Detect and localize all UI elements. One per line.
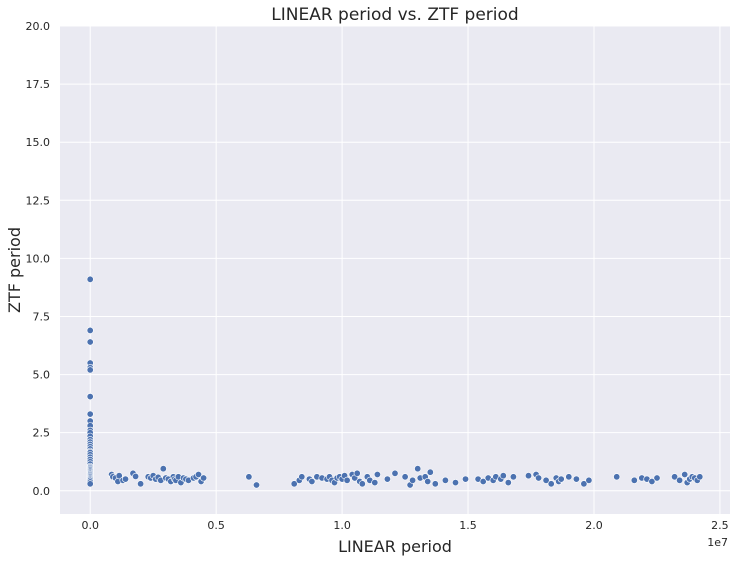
- data-point: [290, 480, 298, 488]
- data-point: [630, 476, 638, 484]
- data-point: [159, 465, 167, 473]
- data-point: [509, 473, 517, 481]
- data-point: [585, 476, 593, 484]
- data-point: [200, 474, 208, 482]
- x-tick-label: 1.5: [459, 519, 477, 532]
- data-point: [499, 472, 507, 480]
- data-point: [426, 468, 434, 476]
- data-points: [86, 275, 704, 489]
- data-point: [671, 473, 679, 481]
- data-point: [613, 473, 621, 481]
- data-point: [504, 479, 512, 487]
- data-point: [391, 469, 399, 477]
- y-axis-label: ZTF period: [5, 227, 24, 313]
- x-offset-label: 1e7: [707, 536, 728, 549]
- x-tick-labels: 0.0 0.5 1.0 1.5 2.0 2.5: [81, 519, 728, 532]
- y-tick-label: 0.0: [33, 485, 51, 498]
- data-point: [383, 475, 391, 483]
- chart-title: LINEAR period vs. ZTF period: [271, 5, 518, 25]
- data-point: [648, 477, 656, 485]
- data-point: [371, 479, 379, 487]
- data-point: [195, 470, 203, 478]
- data-point: [358, 480, 366, 488]
- x-axis-label: LINEAR period: [338, 537, 452, 556]
- y-tick-label: 20.0: [26, 20, 51, 33]
- data-point: [424, 477, 432, 485]
- y-tick-labels: 0.0 2.5 5.0 7.5 10.0 12.5 15.0 17.5 20.0: [26, 20, 51, 498]
- data-point: [308, 477, 316, 485]
- data-point: [86, 410, 94, 418]
- data-point: [298, 473, 306, 481]
- data-point: [343, 476, 351, 484]
- y-tick-label: 10.0: [26, 252, 51, 265]
- data-point: [461, 475, 469, 483]
- data-point: [137, 480, 145, 488]
- x-tick-label: 0.0: [81, 519, 99, 532]
- data-point: [676, 476, 684, 484]
- data-point: [431, 480, 439, 488]
- x-tick-label: 2.0: [585, 519, 603, 532]
- data-point: [86, 393, 94, 401]
- x-tick-label: 0.5: [207, 519, 225, 532]
- data-point: [557, 475, 565, 483]
- data-point: [409, 476, 417, 484]
- data-point: [86, 326, 94, 334]
- data-point: [353, 469, 361, 477]
- y-tick-label: 17.5: [26, 78, 51, 91]
- data-point: [681, 470, 689, 478]
- y-tick-label: 15.0: [26, 136, 51, 149]
- data-point: [253, 481, 261, 489]
- data-point: [401, 473, 409, 481]
- data-point: [115, 472, 123, 480]
- data-point: [524, 472, 532, 480]
- x-tick-label: 2.5: [711, 519, 729, 532]
- data-point: [441, 476, 449, 484]
- data-point: [132, 472, 140, 480]
- data-point: [565, 473, 573, 481]
- data-point: [535, 474, 543, 482]
- data-point: [479, 477, 487, 485]
- y-tick-label: 2.5: [33, 427, 51, 440]
- data-point: [373, 470, 381, 478]
- data-point: [86, 480, 94, 488]
- data-point: [86, 366, 94, 374]
- data-point: [86, 338, 94, 346]
- data-point: [451, 479, 459, 487]
- data-point: [414, 465, 422, 473]
- data-point: [653, 474, 661, 482]
- data-point: [547, 480, 555, 488]
- data-point: [245, 473, 253, 481]
- data-point: [696, 473, 704, 481]
- data-point: [580, 480, 588, 488]
- data-point: [572, 475, 580, 483]
- y-tick-label: 12.5: [26, 194, 51, 207]
- grid: [60, 25, 730, 514]
- data-point: [542, 476, 550, 484]
- y-tick-label: 5.0: [33, 369, 51, 382]
- y-tick-label: 7.5: [33, 310, 51, 323]
- x-tick-label: 1.0: [333, 519, 351, 532]
- data-point: [86, 275, 94, 283]
- data-point: [122, 475, 130, 483]
- plot-area: [60, 26, 730, 514]
